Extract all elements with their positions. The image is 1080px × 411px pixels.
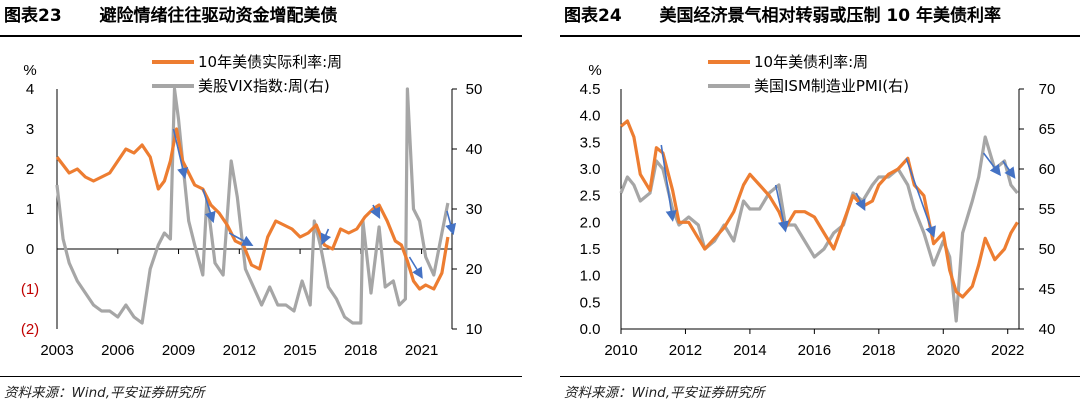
title-rule [0,35,522,37]
x-tick-label: 2020 [927,342,960,359]
trend-arrow [905,158,936,238]
source-note: 资料来源：Wind,平安证券研究所 [4,385,205,401]
y-tick-label: 2 [26,161,34,178]
x-tick-label: 2016 [798,342,831,359]
source-note: 资料来源：Wind,平安证券研究所 [564,385,765,401]
chart-title-text: 美国经济景气相对转弱或压制 10 年美债利率 [659,6,1002,26]
y-tick-label: 3 [26,121,34,138]
chart-panel-23: 图表23 避险情绪往往驱动资金增配美债 % 4 3 2 1 0 (1) (2) 50 40 30 20… [0,0,522,411]
chart-panel-24: 图表24 美国经济景气相对转弱或压制 10 年美债利率 % 4.5 4.0 3.5 3.… [560,0,1080,411]
x-tick-label: 2015 [283,342,316,359]
chart-number: 图表23 [4,6,62,26]
series-line-left [55,127,450,291]
trend-arrow [370,204,381,219]
legend-label: 10年美债实际利率:周 [198,53,342,71]
y-tick-label: (1) [21,281,39,298]
x-tick-label: 2010 [604,342,637,359]
chart-title-text: 避险情绪往往驱动资金增配美债 [99,6,338,26]
trend-arrow [982,152,1002,177]
x-tick-label: 2006 [101,342,134,359]
y2-tick-label: 60 [1039,161,1056,178]
x-tick-label: 2018 [344,342,377,359]
x-tick-label: 2012 [669,342,702,359]
x-tick-label: 2021 [405,342,438,359]
y-tick-label: 4 [26,81,34,98]
y2-tick-label: 40 [1039,321,1056,338]
y-tick-label: 4.0 [580,108,601,125]
trend-arrow [172,128,189,180]
chart-title: 图表24 美国经济景气相对转弱或压制 10 年美债利率 [560,0,1080,33]
y-tick-label: 1.0 [580,268,601,285]
y-tick-label: 0.0 [580,321,601,338]
x-tick-label: 2022 [991,342,1024,359]
series-line-left [619,119,1019,299]
trend-arrow [445,210,457,236]
trend-arrow [1002,160,1016,179]
y2-tick-label: 20 [466,261,483,278]
y2-tick-label: 40 [466,141,483,158]
y-tick-label: 1.5 [580,241,601,258]
y2-tick-label: 50 [1039,241,1056,258]
chart-canvas: % 4.5 4.0 3.5 3.0 2.5 2.0 1.5 1.0 0.5 0.0 70 65 60 55 5… [580,53,1056,359]
legend-label: 美股VIX指数:周(右) [198,77,330,95]
y2-tick-label: 55 [1039,201,1056,218]
y-axis-unit: % [588,62,601,79]
y2-tick-label: 70 [1039,81,1056,98]
chart-number: 图表24 [564,6,622,26]
legend-label: 美国ISM制造业PMI(右) [754,77,909,95]
y-axis-unit: % [23,62,36,79]
title-rule [560,35,1080,37]
y-tick-label: 3.5 [580,134,601,151]
y-tick-label: 0 [26,241,34,258]
y-tick-label: 2.5 [580,188,601,205]
x-tick-label: 2018 [862,342,895,359]
trend-arrow [774,184,789,233]
y2-tick-label: 50 [466,81,483,98]
y-tick-label: 3.0 [580,161,601,178]
x-tick-label: 2009 [162,342,195,359]
y2-tick-label: 45 [1039,281,1056,298]
y2-tick-label: 30 [466,201,483,218]
trend-arrow [855,192,866,212]
y2-tick-label: 65 [1039,121,1056,138]
trend-arrow [408,256,423,279]
series-line-right [55,87,450,325]
x-tick-label: 2014 [733,342,766,359]
trend-arrow [202,188,216,224]
y-tick-label: (2) [21,321,39,338]
y-tick-label: 4.5 [580,81,601,98]
x-tick-label: 2012 [223,342,256,359]
y2-tick-label: 10 [466,321,483,338]
y-tick-label: 1 [26,201,34,218]
trend-arrow [320,228,332,246]
y-tick-label: 2.0 [580,214,601,231]
legend-label: 10年美债利率:周 [754,53,868,71]
chart-title: 图表23 避险情绪往往驱动资金增配美债 [0,0,522,33]
trend-arrow [660,144,677,222]
trend-arrow [228,232,254,247]
source-rule [560,376,1080,377]
x-tick-label: 2003 [40,342,73,359]
source-rule [0,376,522,377]
y-tick-label: 0.5 [580,294,601,311]
